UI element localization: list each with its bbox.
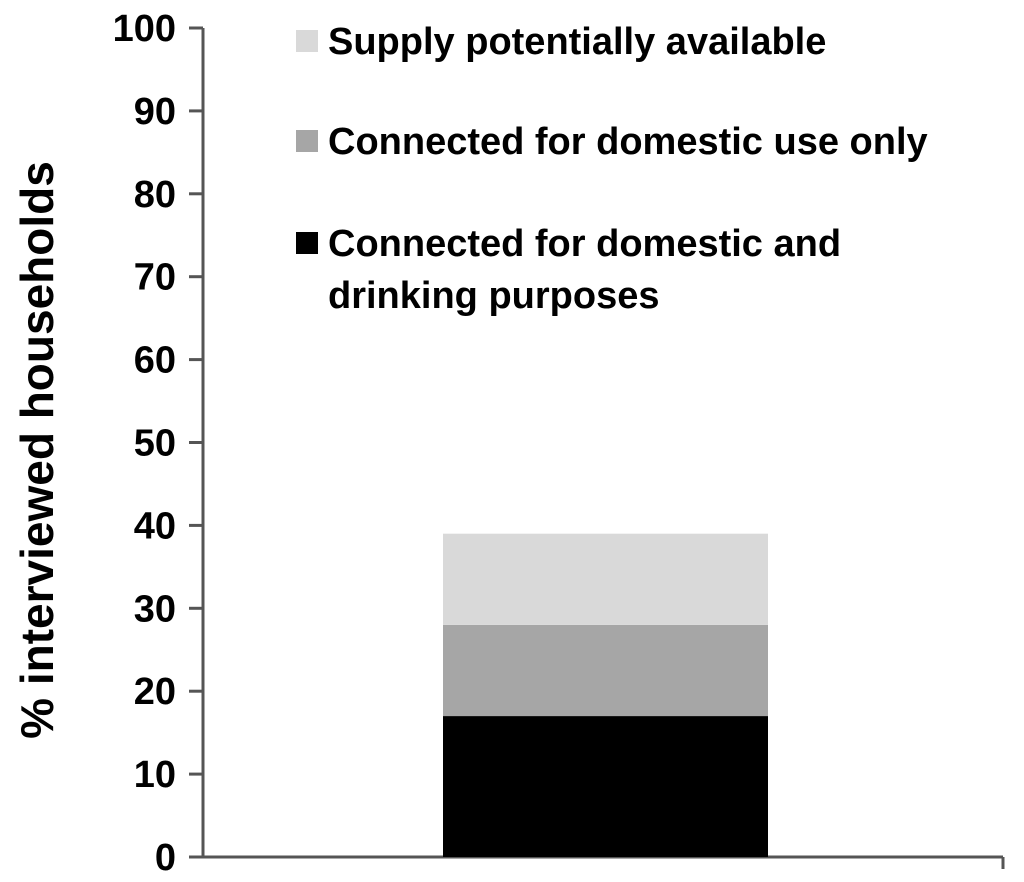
bar-segment [443, 624, 768, 717]
y-tick-label: 40 [134, 505, 176, 547]
legend-label: Connected for domestic use only [328, 121, 928, 163]
y-tick-label: 0 [155, 837, 176, 879]
y-tick-label: 100 [113, 8, 176, 50]
y-tick-label: 60 [134, 340, 176, 382]
y-tick-label: 50 [134, 423, 176, 465]
bar-segment [443, 533, 768, 625]
y-tick-label: 80 [134, 174, 176, 216]
legend-swatch [296, 232, 318, 254]
y-tick-label: 90 [134, 91, 176, 133]
y-axis-ticks: 0 10 20 30 40 50 60 70 80 90 100 [113, 8, 203, 879]
legend-swatch [296, 30, 318, 52]
bar-segments [443, 533, 768, 857]
y-tick-label: 30 [134, 588, 176, 630]
bar-segment [443, 716, 768, 857]
y-tick-label: 70 [134, 257, 176, 299]
legend-swatch [296, 130, 318, 152]
legend-label: drinking purposes [328, 275, 659, 317]
legend-label: Connected for domestic and [328, 223, 841, 265]
y-tick-label: 10 [134, 754, 176, 796]
y-tick-label: 20 [134, 671, 176, 713]
y-axis-title: % interviewed households [11, 161, 63, 739]
legend-label: Supply potentially available [328, 21, 826, 63]
legend: Supply potentially available Connected fo… [296, 21, 928, 317]
